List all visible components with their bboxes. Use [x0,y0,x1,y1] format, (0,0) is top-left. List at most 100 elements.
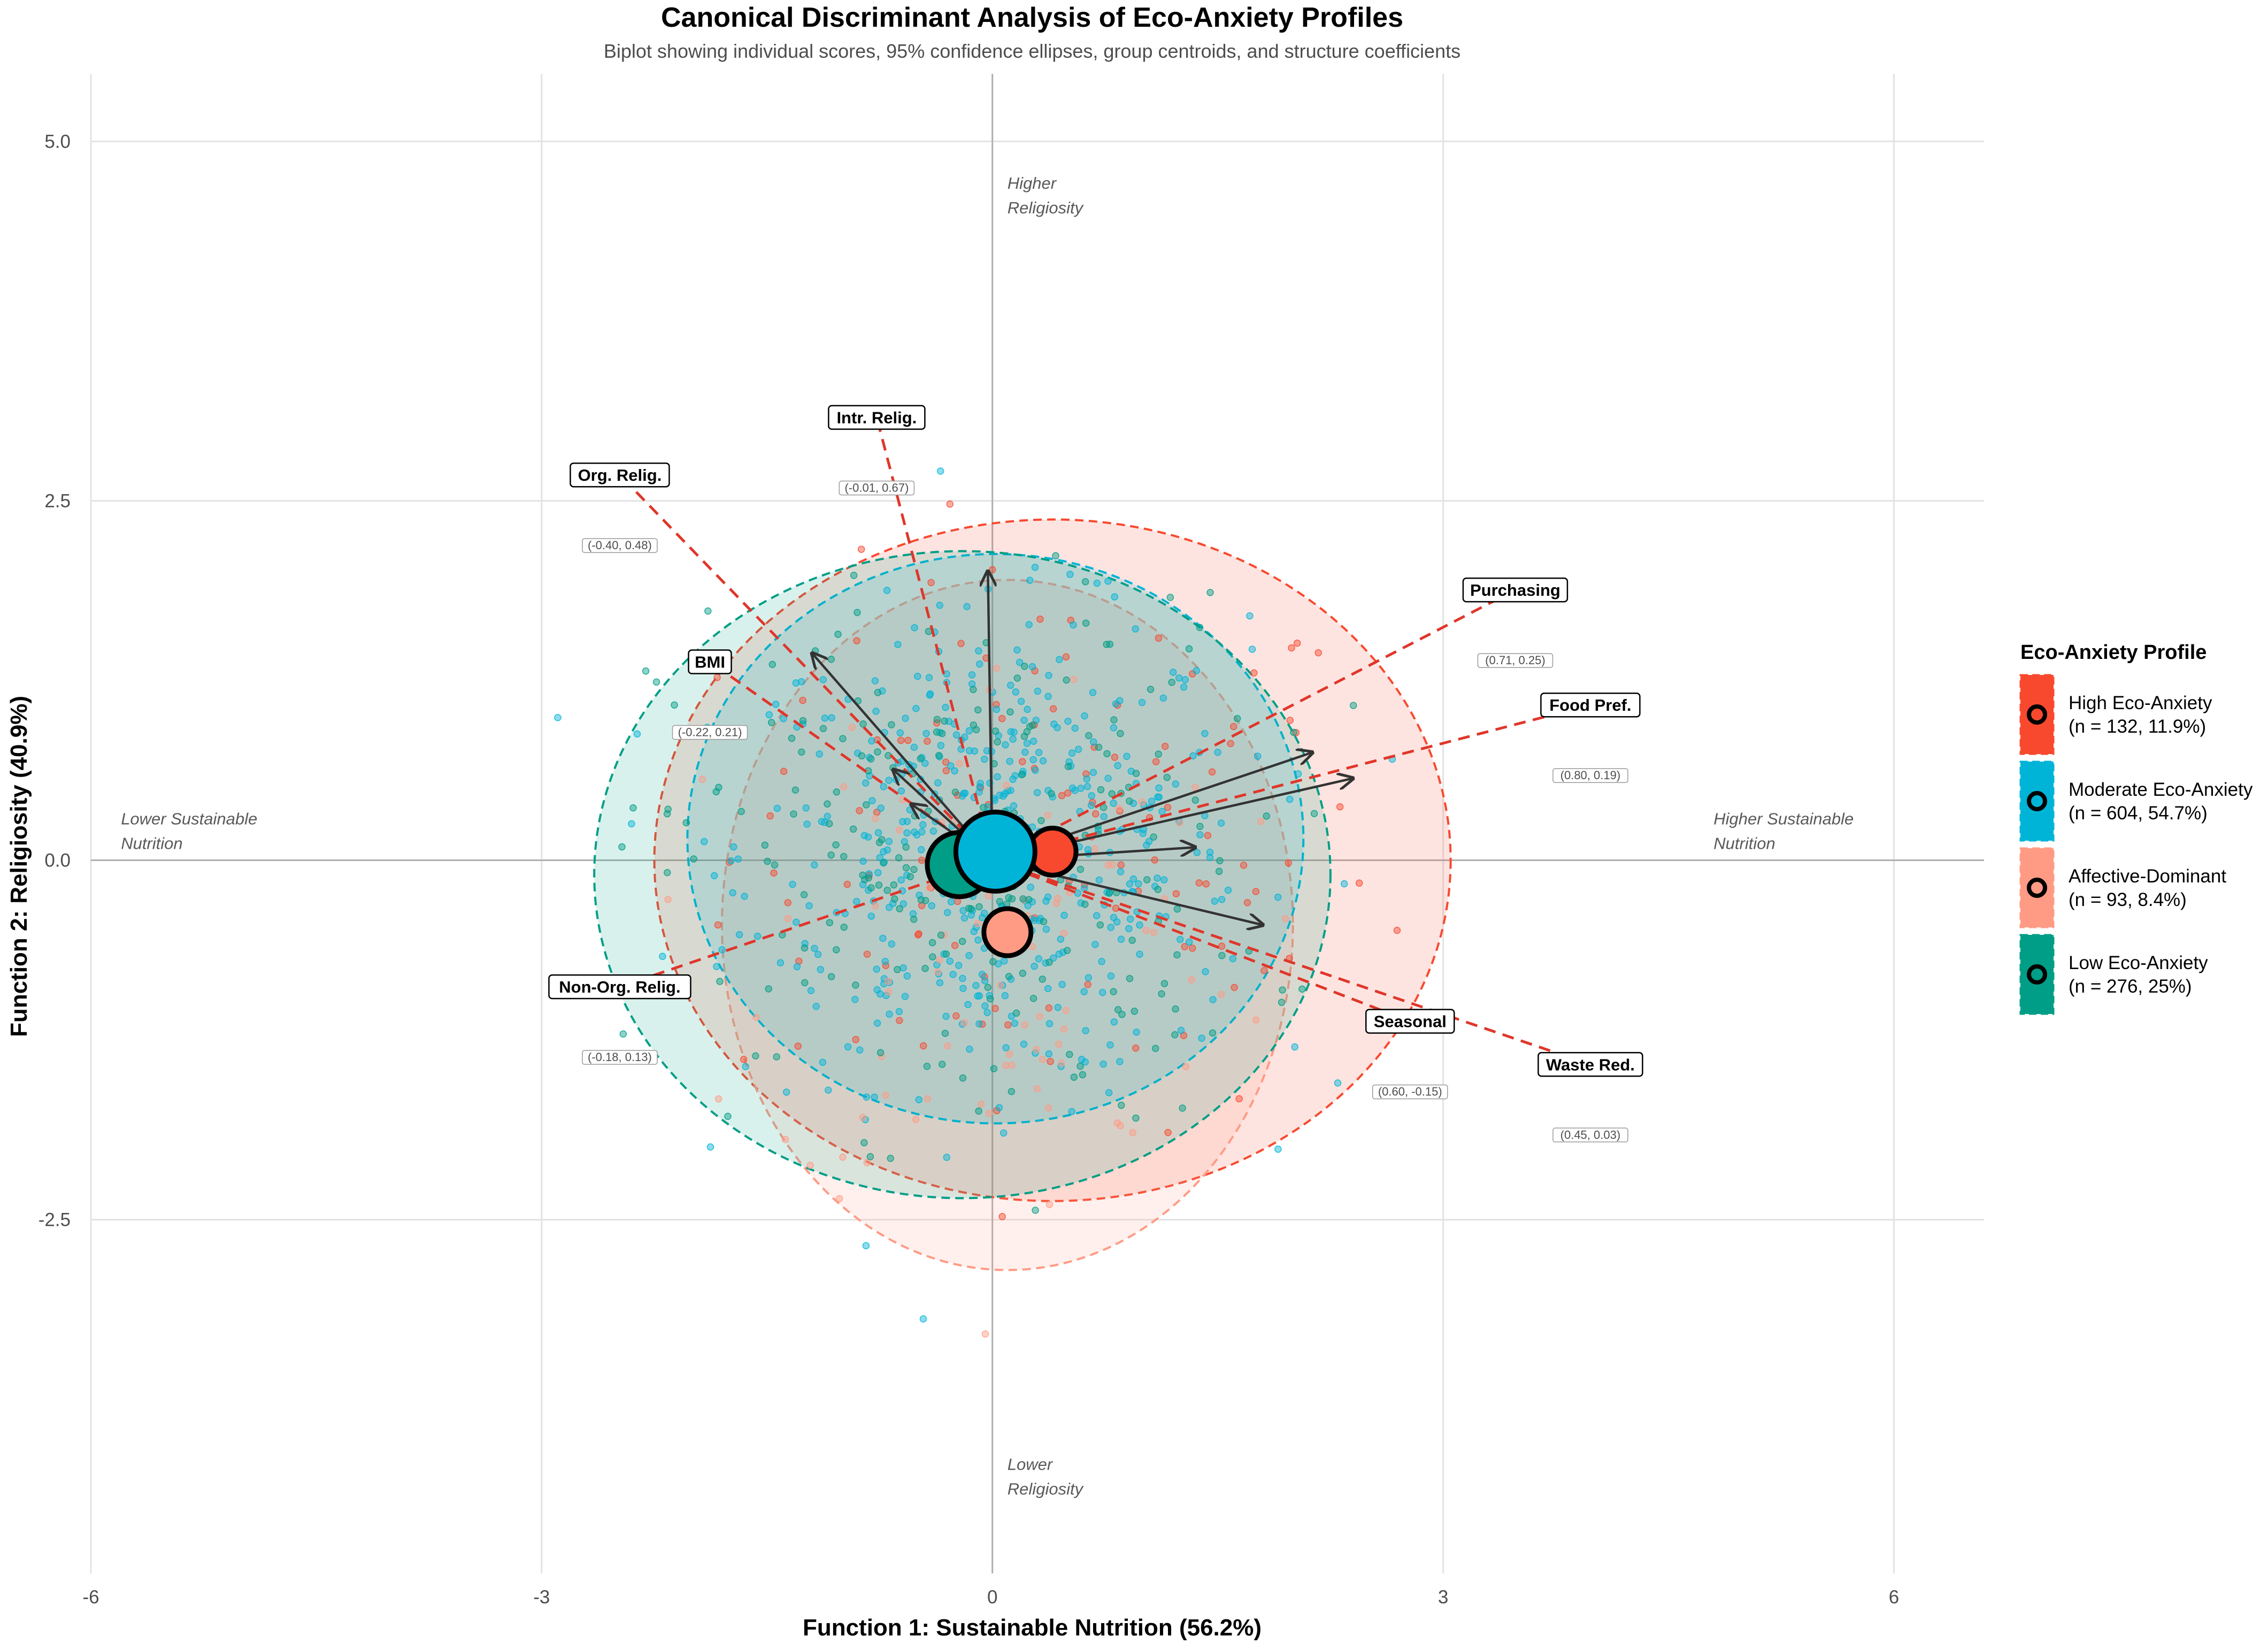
score-point [878,1053,886,1061]
score-point [718,946,726,954]
score-point [819,725,827,733]
score-point [1079,1071,1087,1079]
score-point [1047,1057,1054,1065]
score-point [1013,674,1021,682]
score-point [883,587,891,594]
score-point [1036,1012,1043,1020]
score-point [1218,952,1226,959]
score-point [1002,1062,1010,1069]
score-point [1135,880,1142,888]
score-point [1020,1040,1028,1048]
score-point [983,1009,991,1016]
score-point [910,743,918,751]
score-point [859,720,867,728]
score-point [1011,1019,1019,1027]
score-point [913,831,921,839]
score-point [857,546,865,553]
score-point [902,864,910,872]
score-point [1393,926,1401,934]
score-point [793,963,801,971]
score-point [1143,841,1150,849]
score-point [776,959,785,967]
score-point [1045,958,1053,966]
score-point [1048,790,1055,797]
score-point [834,631,842,638]
score-point [811,944,818,952]
score-point [812,1002,820,1010]
score-point [737,808,745,816]
score-point [1006,757,1013,765]
score-point [1083,775,1090,783]
score-point [1034,687,1042,695]
score-point [1088,792,1095,800]
score-point [1177,1026,1185,1034]
score-point [1091,941,1099,948]
score-point [894,966,901,973]
score-point [1196,831,1204,839]
score-point [996,792,1004,799]
score-point [1089,769,1097,777]
score-point [849,825,857,833]
score-point [974,936,982,944]
score-point [835,1195,843,1203]
score-point [714,1095,722,1103]
variable-label-box [688,649,732,674]
x-axis-title: Function 1: Sustainable Nutrition (56.2%… [803,1615,1262,1641]
score-point [884,977,892,985]
score-point [828,714,835,721]
score-point [1044,893,1052,901]
score-point [970,686,977,694]
score-point [952,1012,960,1020]
score-point [1117,861,1125,869]
score-point [981,977,989,985]
score-point [724,1112,732,1120]
score-point [942,1012,950,1020]
score-point [917,846,925,854]
score-point [873,986,881,994]
score-point [1045,1020,1054,1027]
score-point [1110,1018,1118,1026]
score-point [890,881,898,889]
score-point [729,889,736,897]
score-point [1133,1028,1140,1036]
score-point [706,1143,714,1151]
score-point [1032,766,1039,774]
score-point [1206,589,1214,596]
score-point [1021,748,1029,756]
score-point [1263,812,1270,820]
score-point [1039,1056,1047,1063]
coefficient-label-box [672,725,748,740]
score-point [1336,803,1344,811]
score-point [1018,758,1026,765]
score-point [922,729,930,738]
score-point [1136,921,1143,929]
score-point [915,1096,922,1103]
score-point [784,899,791,906]
score-point [925,674,933,681]
score-point [1126,915,1134,923]
score-point [947,898,955,906]
score-point [1087,801,1095,809]
score-point [903,818,911,825]
score-point [934,968,942,976]
score-point [1117,729,1124,738]
legend-entry-label: High Eco-Anxiety [2069,693,2212,713]
direction-label: Religiosity [1008,1479,1085,1498]
score-point [921,965,929,972]
score-point [1107,972,1115,980]
score-point [771,861,779,869]
score-point [886,1010,893,1018]
score-point [860,832,868,840]
score-point [929,953,936,961]
score-point [1173,905,1181,913]
score-point [876,854,884,862]
coefficient-label-box [1552,768,1628,783]
score-point [1191,796,1200,804]
score-point [814,950,822,958]
coefficient-extension-line [992,703,1591,862]
score-point [946,500,954,508]
score-point [936,956,943,964]
score-point [713,963,720,971]
coefficient-extension-line [991,859,1591,1066]
score-point [1126,975,1134,982]
